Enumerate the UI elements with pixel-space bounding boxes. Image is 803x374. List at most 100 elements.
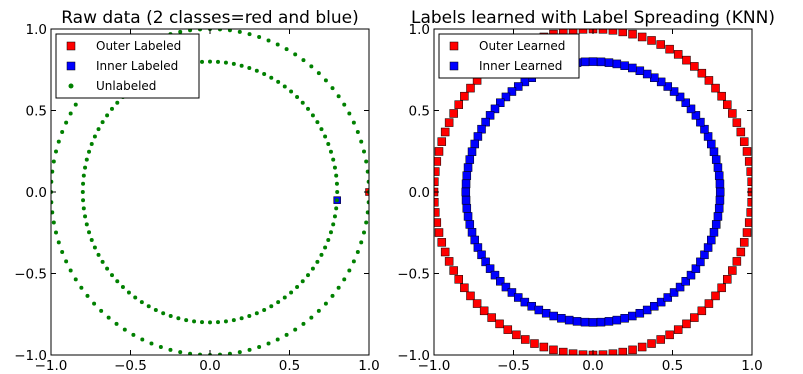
unlabeled-point — [106, 315, 111, 320]
outer-learned-point — [618, 29, 628, 37]
unlabeled-point — [293, 52, 298, 57]
unlabeled-point — [331, 222, 336, 227]
unlabeled-point — [276, 79, 281, 84]
unlabeled-point — [355, 129, 360, 134]
outer-learned-point — [665, 44, 674, 54]
unlabeled-point — [161, 311, 166, 316]
unlabeled-point — [342, 277, 347, 282]
inner-learned-point — [467, 228, 477, 237]
unlabeled-point — [300, 279, 305, 284]
unlabeled-point — [319, 252, 324, 257]
outer-learned-point — [503, 325, 513, 334]
inner-learned-point — [580, 317, 590, 327]
unlabeled-point — [68, 268, 73, 273]
unlabeled-point — [364, 159, 369, 164]
unlabeled-point — [80, 190, 85, 194]
inner-learned-point — [470, 139, 479, 149]
unlabeled-point — [87, 230, 92, 235]
y-tick-label: 1.0 — [409, 22, 430, 38]
unlabeled-point — [223, 319, 228, 324]
unlabeled-point — [293, 327, 298, 332]
unlabeled-point — [309, 64, 314, 69]
legend: Outer Labeled Inner Labeled Unlabeled — [55, 33, 200, 99]
unlabeled-point — [254, 311, 259, 316]
unlabeled-point — [310, 113, 315, 118]
inner-learned-point — [663, 82, 673, 91]
inner-learned-point — [696, 257, 705, 267]
unlabeled-point — [176, 316, 181, 321]
outer-learned-point — [608, 29, 618, 35]
unlabeled-point — [217, 352, 222, 355]
unlabeled-point — [326, 141, 331, 146]
unlabeled-point — [149, 341, 154, 346]
unlabeled-point — [239, 316, 244, 321]
outer-learned-point — [736, 247, 746, 257]
outer-learned-point — [434, 228, 444, 237]
outer-learned-point — [479, 306, 489, 316]
outer-learned-point — [647, 339, 656, 348]
inner-learned-point — [686, 270, 696, 280]
x-tick-label: −0.5 — [497, 358, 530, 374]
unlabeled-point — [131, 332, 136, 337]
inner-learned-point — [461, 195, 471, 205]
inner-learned-point — [557, 314, 566, 323]
outer-learned-point — [521, 335, 530, 344]
inner-learned-point — [501, 92, 511, 102]
unlabeled-point — [178, 29, 183, 34]
unlabeled-point — [133, 295, 138, 300]
unlabeled-point — [306, 273, 311, 278]
legend-box — [438, 33, 580, 79]
inner-learned-point — [465, 155, 475, 164]
x-tick-label: −0.5 — [114, 358, 147, 374]
outer-learned-point — [722, 100, 732, 109]
unlabeled-point — [68, 111, 73, 116]
unlabeled-point — [284, 47, 289, 52]
inner-learned-point — [681, 277, 690, 286]
legend-label: Inner Learned — [479, 59, 562, 73]
unlabeled-point — [231, 61, 236, 66]
outer-learned-point — [512, 330, 521, 340]
unlabeled-point — [347, 268, 352, 273]
unlabeled-point — [85, 293, 90, 298]
unlabeled-point — [120, 285, 125, 290]
unlabeled-point — [51, 159, 56, 164]
outer-learned-point — [637, 342, 647, 352]
unlabeled-point — [362, 149, 367, 154]
outer-learned-point — [690, 313, 699, 322]
legend-box — [55, 33, 200, 99]
outer-learned-point — [728, 109, 737, 118]
outer-learned-point — [437, 238, 447, 247]
inner-learned-point — [696, 117, 705, 127]
inner-learned-point — [477, 124, 486, 134]
unlabeled-point — [215, 59, 220, 64]
outer-learned-point — [673, 50, 683, 59]
outer-learned-point — [732, 257, 742, 266]
outer-learned-point — [449, 266, 458, 275]
unlabeled-point — [81, 181, 86, 186]
unlabeled-point — [60, 129, 65, 134]
data-layer — [51, 29, 369, 355]
unlabeled-point — [115, 279, 120, 284]
inner-learned-point — [596, 317, 606, 327]
x-tick-label: 0.5 — [279, 358, 300, 374]
unlabeled-point — [115, 100, 120, 105]
unlabeled-point — [51, 179, 54, 184]
unlabeled-point — [355, 250, 360, 255]
unlabeled-point — [139, 300, 144, 305]
unlabeled-point — [319, 127, 324, 132]
unlabeled-point — [316, 71, 321, 76]
inner-learned-point — [541, 308, 551, 318]
unlabeled-point — [96, 127, 101, 132]
outer-learned-point — [746, 167, 752, 176]
inner-learned-point — [461, 179, 471, 189]
unlabeled-point — [336, 94, 341, 99]
inner-learned-point — [691, 264, 701, 273]
unlabeled-point — [342, 102, 347, 107]
inner-learned-point — [481, 117, 490, 127]
unlabeled-point — [84, 222, 89, 227]
outer-learned-point — [568, 349, 578, 355]
outer-learned-point — [739, 238, 749, 247]
unlabeled-point — [200, 59, 205, 64]
inner-learned-point — [513, 82, 523, 91]
inner-learned-point — [715, 179, 725, 189]
